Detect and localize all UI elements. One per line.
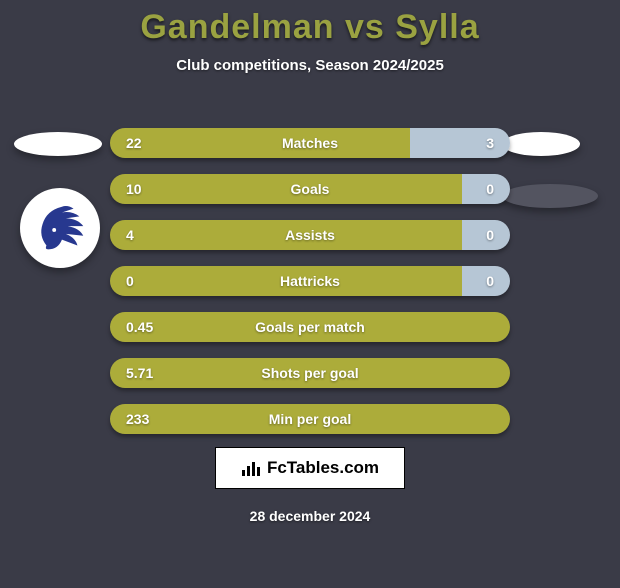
stat-row: 0 0 Hattricks <box>110 266 510 296</box>
stat-row: 5.71 Shots per goal <box>110 358 510 388</box>
subtitle: Club competitions, Season 2024/2025 <box>0 57 620 74</box>
stat-label: Assists <box>285 227 335 243</box>
team-right-minilogo <box>502 132 580 156</box>
bars-icon <box>241 458 261 478</box>
stat-label: Matches <box>282 135 338 151</box>
indian-head-icon <box>29 197 91 259</box>
stat-row: 0.45 Goals per match <box>110 312 510 342</box>
stat-right-value: 0 <box>486 181 494 197</box>
stat-right-value: 0 <box>486 273 494 289</box>
stat-right-value: 0 <box>486 227 494 243</box>
branding-text: FcTables.com <box>267 458 379 478</box>
stat-left-value: 0 <box>126 273 134 289</box>
stat-row: 22 3 Matches <box>110 128 510 158</box>
stat-label: Min per goal <box>269 411 351 427</box>
page-title: Gandelman vs Sylla <box>0 8 620 47</box>
stat-left-value: 0.45 <box>126 319 153 335</box>
stat-row: 233 Min per goal <box>110 404 510 434</box>
stat-label: Goals <box>291 181 330 197</box>
stat-left-value: 233 <box>126 411 149 427</box>
team-right-shadow <box>502 184 598 208</box>
team-left-minilogo <box>14 132 102 156</box>
stat-label: Shots per goal <box>261 365 358 381</box>
stats-container: 22 3 Matches 10 0 Goals 4 0 Assists 0 0 Hattricks 0.… <box>110 128 510 450</box>
stat-left-value: 22 <box>126 135 142 151</box>
branding-box: FcTables.com <box>215 447 405 489</box>
stat-right-value: 3 <box>486 135 494 151</box>
stat-label: Hattricks <box>280 273 340 289</box>
stat-bar-left <box>110 128 410 158</box>
stat-left-value: 4 <box>126 227 134 243</box>
stat-row: 10 0 Goals <box>110 174 510 204</box>
stat-left-value: 5.71 <box>126 365 153 381</box>
stat-bar-left <box>110 174 462 204</box>
footer-date: 28 december 2024 <box>0 508 620 524</box>
team-left-badge <box>20 188 100 268</box>
stat-label: Goals per match <box>255 319 365 335</box>
stat-left-value: 10 <box>126 181 142 197</box>
stat-bar-right <box>410 128 510 158</box>
stat-row: 4 0 Assists <box>110 220 510 250</box>
